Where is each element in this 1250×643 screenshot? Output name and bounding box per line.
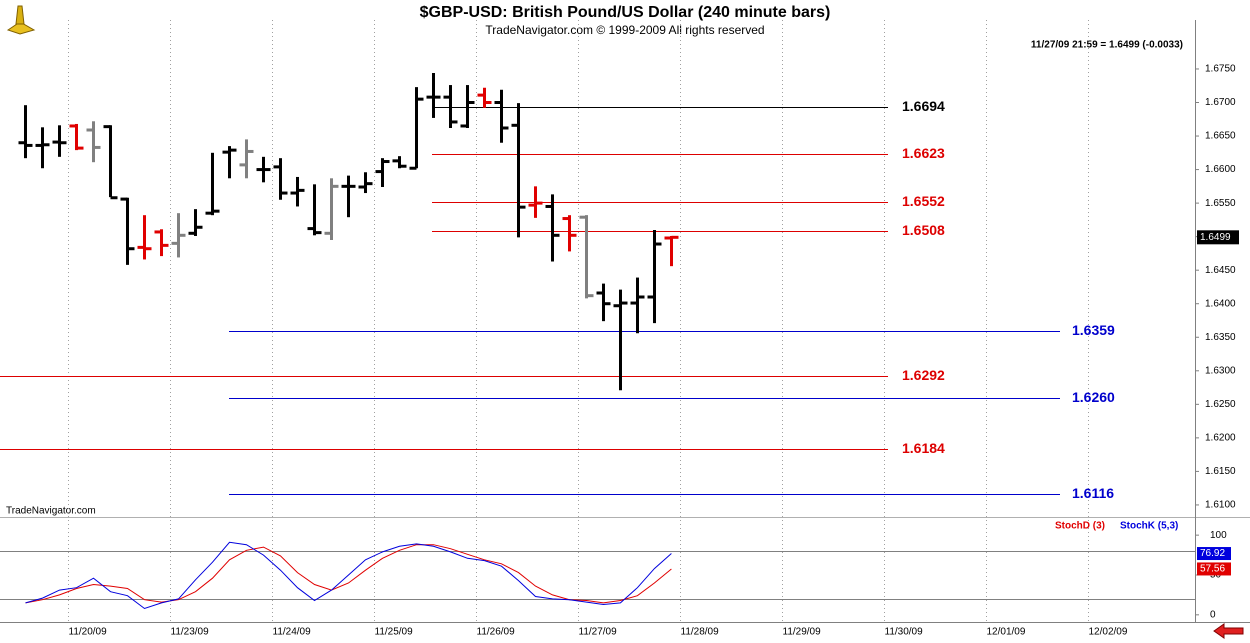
level-label: 1.6359 xyxy=(1072,322,1115,338)
price-bar xyxy=(409,87,424,170)
price-bar xyxy=(273,158,288,200)
price-bar xyxy=(613,289,628,391)
price-bar xyxy=(188,209,203,236)
x-tick-label: 11/27/09 xyxy=(579,627,618,638)
y-tick-label: 0 xyxy=(1210,609,1216,620)
price-bar xyxy=(511,103,526,238)
price-bar xyxy=(443,85,458,128)
price-bar xyxy=(290,176,305,207)
value-label: 57.56 xyxy=(1200,564,1225,575)
value-label: 76.92 xyxy=(1200,548,1225,559)
stoch-line xyxy=(25,541,672,610)
level-label: 1.6508 xyxy=(902,222,945,238)
price-bar xyxy=(52,125,67,157)
price-bar xyxy=(18,105,33,159)
price-bar xyxy=(460,85,475,128)
x-tick-label: 12/01/09 xyxy=(987,627,1026,638)
price-bar xyxy=(154,229,169,257)
price-bar xyxy=(69,123,84,151)
x-tick-label: 11/28/09 xyxy=(681,627,720,638)
watermark: TradeNavigator.com xyxy=(6,506,96,517)
price-bar xyxy=(35,127,50,169)
logo-shape xyxy=(15,5,25,25)
price-bar xyxy=(324,178,339,240)
price-bar xyxy=(205,152,220,216)
x-tick-label: 11/23/09 xyxy=(171,627,210,638)
price-bar xyxy=(596,283,611,322)
y-tick-label: 1.6300 xyxy=(1205,365,1236,376)
price-bar xyxy=(528,186,543,218)
price-bar xyxy=(630,277,645,334)
logo-shape xyxy=(6,21,36,35)
x-tick-label: 11/20/09 xyxy=(69,627,108,638)
level-label: 1.6623 xyxy=(902,145,945,161)
price-bar xyxy=(86,121,101,163)
last-price-label: 1.6499 xyxy=(1200,232,1231,243)
price-bar xyxy=(494,89,509,143)
level-label: 1.6184 xyxy=(902,440,945,456)
price-bar xyxy=(579,215,594,299)
y-tick-label: 1.6750 xyxy=(1205,64,1236,75)
x-tick-label: 11/25/09 xyxy=(375,627,414,638)
level-label: 1.6552 xyxy=(902,193,945,209)
legend-label: StochD (3) xyxy=(1055,521,1105,532)
level-label: 1.6292 xyxy=(902,367,945,383)
x-tick-label: 11/24/09 xyxy=(273,627,312,638)
legend-label: StochK (5,3) xyxy=(1120,521,1178,532)
back-arrow[interactable] xyxy=(1213,623,1244,639)
price-bar xyxy=(426,72,441,118)
price-bar xyxy=(171,213,186,258)
level-label: 1.6116 xyxy=(1072,485,1114,501)
price-bar xyxy=(392,156,407,169)
price-bar xyxy=(341,175,356,218)
price-bar xyxy=(664,235,679,267)
y-tick-label: 100 xyxy=(1210,530,1227,541)
price-header: 11/27/09 21:59 = 1.6499 (-0.0033) xyxy=(1031,40,1183,51)
x-tick-label: 12/02/09 xyxy=(1089,627,1128,638)
last-price-box xyxy=(1197,230,1239,245)
level-label: 1.6260 xyxy=(1072,389,1115,405)
y-tick-label: 1.6150 xyxy=(1205,466,1236,477)
price-bar xyxy=(137,215,152,260)
y-tick-label: 1.6450 xyxy=(1205,265,1236,276)
y-tick-label: 1.6700 xyxy=(1205,97,1236,108)
price-bar xyxy=(120,197,135,265)
stoch-line xyxy=(25,544,672,604)
x-tick-label: 11/26/09 xyxy=(477,627,516,638)
price-bar xyxy=(222,146,237,179)
chart-subtitle: TradeNavigator.com © 1999-2009 All right… xyxy=(485,23,764,37)
value-box xyxy=(1197,547,1231,561)
price-bar xyxy=(358,172,373,194)
y-tick-label: 1.6650 xyxy=(1205,131,1236,142)
price-bar xyxy=(545,194,560,262)
price-bar xyxy=(307,184,322,236)
y-tick-label: 1.6400 xyxy=(1205,298,1236,309)
y-tick-label: 1.6350 xyxy=(1205,332,1236,343)
value-box xyxy=(1197,562,1231,576)
y-tick-label: 1.6600 xyxy=(1205,164,1236,175)
y-tick-label: 1.6550 xyxy=(1205,198,1236,209)
x-tick-label: 11/30/09 xyxy=(885,627,924,638)
y-tick-label: 1.6200 xyxy=(1205,433,1236,444)
x-tick-label: 11/29/09 xyxy=(783,627,822,638)
price-bar xyxy=(375,158,390,188)
level-label: 1.6694 xyxy=(902,98,945,114)
back-arrow-icon[interactable] xyxy=(1213,623,1244,639)
price-bar xyxy=(256,156,271,183)
logo xyxy=(6,5,36,35)
price-bar xyxy=(647,229,662,324)
price-bar xyxy=(239,139,254,179)
price-bar xyxy=(103,125,118,200)
y-tick-label: 1.6100 xyxy=(1205,500,1236,511)
price-bar xyxy=(562,215,577,252)
chart-title: $GBP-USD: British Pound/US Dollar (240 m… xyxy=(420,4,831,21)
price-bar xyxy=(477,87,492,108)
y-tick-label: 1.6250 xyxy=(1205,399,1236,410)
